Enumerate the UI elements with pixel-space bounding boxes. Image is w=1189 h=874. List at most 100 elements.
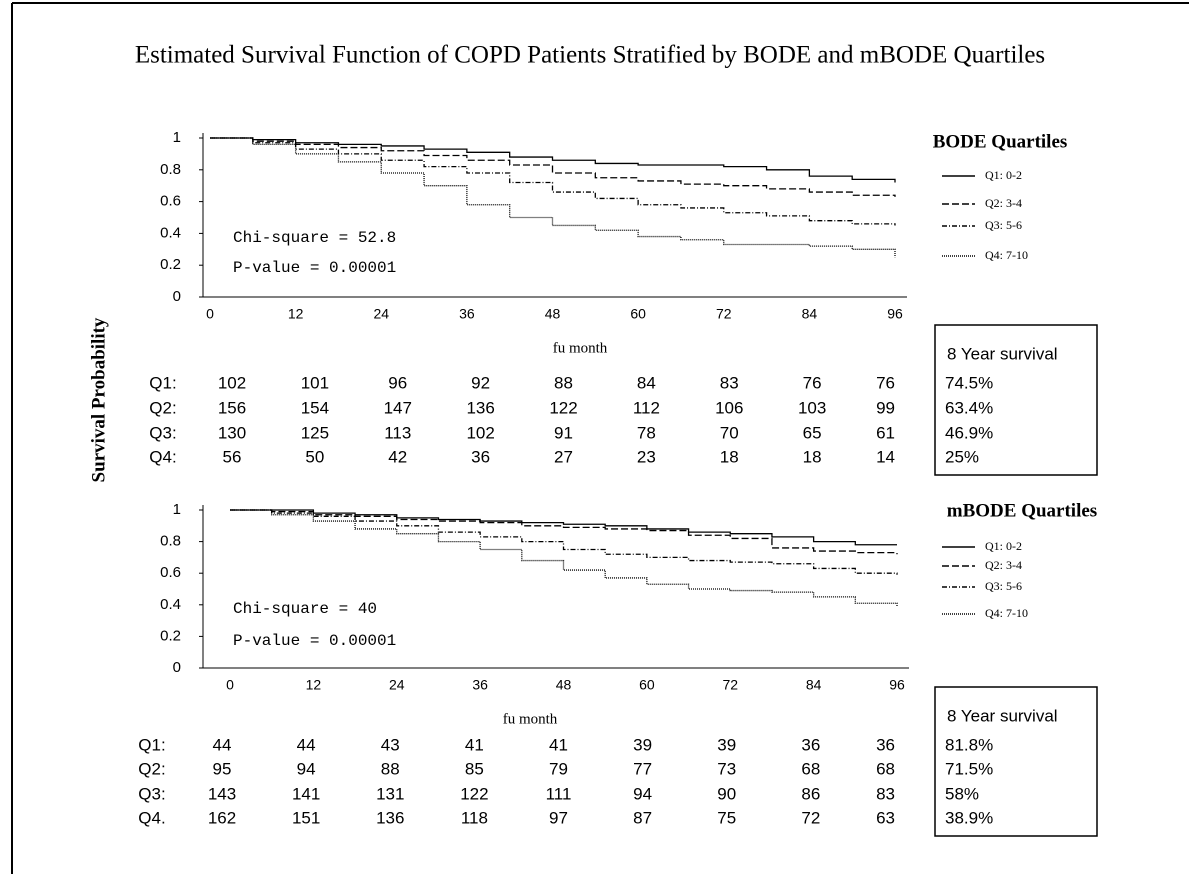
survival-value: 81.8% <box>945 735 993 754</box>
risk-count: 44 <box>213 735 232 754</box>
x-tick-label: 48 <box>545 306 561 322</box>
risk-count: 125 <box>301 423 329 442</box>
risk-count: 68 <box>801 759 820 778</box>
y-tick-label: 0.6 <box>160 193 181 210</box>
survival-value: 58% <box>945 784 979 803</box>
risk-count: 85 <box>465 759 484 778</box>
legend-label: Q2: 3-4 <box>985 196 1022 210</box>
risk-count: 36 <box>471 447 490 466</box>
risk-count: 87 <box>633 808 652 827</box>
survival-value: 71.5% <box>945 759 993 778</box>
risk-count: 79 <box>549 759 568 778</box>
x-tick-label: 12 <box>306 677 322 693</box>
x-tick-label: 36 <box>459 306 475 322</box>
risk-count: 113 <box>384 423 411 442</box>
y-tick-label: 1 <box>173 129 181 146</box>
risk-count: 88 <box>381 759 400 778</box>
risk-row-label: Q3: <box>138 784 165 803</box>
risk-count: 95 <box>213 759 232 778</box>
survival-value: 63.4% <box>945 398 993 417</box>
risk-count: 76 <box>876 373 895 392</box>
risk-count: 151 <box>292 808 320 827</box>
survival-title: 8 Year survival <box>947 344 1058 363</box>
risk-count: 122 <box>549 398 577 417</box>
risk-count: 18 <box>720 447 739 466</box>
risk-row-label: Q1: <box>138 735 165 754</box>
x-tick-label: 72 <box>722 677 738 693</box>
survival-value: 74.5% <box>945 373 993 392</box>
risk-count: 61 <box>876 423 895 442</box>
risk-count: 14 <box>876 447 895 466</box>
x-tick-label: 72 <box>716 306 732 322</box>
risk-count: 103 <box>798 398 826 417</box>
annotation: P-value = 0.00001 <box>233 632 396 650</box>
risk-count: 84 <box>637 373 656 392</box>
y-tick-label: 0.2 <box>160 627 181 644</box>
risk-count: 141 <box>292 784 320 803</box>
risk-count: 118 <box>461 808 488 827</box>
risk-count: 56 <box>223 447 242 466</box>
risk-count: 111 <box>546 784 572 803</box>
risk-count: 106 <box>715 398 743 417</box>
risk-count: 76 <box>803 373 822 392</box>
risk-count: 86 <box>801 784 820 803</box>
survival-curve <box>230 509 898 575</box>
risk-count: 136 <box>376 808 404 827</box>
x-tick-label: 36 <box>472 677 488 693</box>
risk-row-label: Q2: <box>138 759 165 778</box>
chart-title: Estimated Survival Function of COPD Pati… <box>135 42 1045 69</box>
risk-count: 99 <box>876 398 895 417</box>
risk-count: 156 <box>218 398 246 417</box>
risk-count: 42 <box>388 447 407 466</box>
survival-curve <box>210 137 896 258</box>
legend-label: Q3: 5-6 <box>985 579 1022 593</box>
y-tick-label: 0.2 <box>160 256 181 273</box>
y-tick-label: 0 <box>173 659 181 676</box>
risk-count: 143 <box>208 784 236 803</box>
survival-curve <box>210 137 896 226</box>
survival-curve <box>210 137 896 197</box>
x-tick-label: 12 <box>288 306 304 322</box>
risk-row-label: Q3: <box>149 423 176 442</box>
risk-count: 112 <box>633 398 660 417</box>
x-tick-label: 0 <box>206 306 214 322</box>
risk-count: 131 <box>376 784 404 803</box>
risk-count: 78 <box>637 423 656 442</box>
survival-curve <box>210 137 896 183</box>
risk-count: 83 <box>876 784 895 803</box>
risk-count: 94 <box>297 759 316 778</box>
risk-count: 97 <box>549 808 568 827</box>
risk-count: 70 <box>720 423 739 442</box>
risk-count: 72 <box>801 808 820 827</box>
risk-count: 27 <box>554 447 573 466</box>
legend-label: Q3: 5-6 <box>985 218 1022 232</box>
x-tick-label: 48 <box>556 677 572 693</box>
risk-count: 94 <box>633 784 652 803</box>
risk-row-label: Q1: <box>149 373 176 392</box>
risk-count: 102 <box>218 373 246 392</box>
risk-count: 75 <box>717 808 736 827</box>
survival-box <box>934 686 1098 837</box>
risk-count: 136 <box>466 398 494 417</box>
legend-label: Q1: 0-2 <box>985 168 1022 182</box>
risk-count: 101 <box>301 373 329 392</box>
x-tick-label: 84 <box>802 306 818 322</box>
risk-count: 41 <box>465 735 484 754</box>
risk-count: 102 <box>466 423 494 442</box>
risk-count: 83 <box>720 373 739 392</box>
survival-curve <box>230 509 897 546</box>
x-tick-label: 96 <box>887 306 903 322</box>
risk-count: 18 <box>803 447 822 466</box>
survival-curve <box>230 509 898 607</box>
risk-count: 154 <box>301 398 329 417</box>
y-tick-label: 0.4 <box>160 596 181 613</box>
risk-count: 122 <box>460 784 488 803</box>
risk-count: 39 <box>633 735 652 754</box>
legend-label: Q4: 7-10 <box>985 248 1028 262</box>
survival-value: 46.9% <box>945 423 993 442</box>
annotation: P-value = 0.00001 <box>233 259 396 277</box>
legend-title: BODE Quartiles <box>933 131 1068 152</box>
annotation: Chi-square = 52.8 <box>233 229 396 247</box>
x-tick-label: 0 <box>226 677 234 693</box>
